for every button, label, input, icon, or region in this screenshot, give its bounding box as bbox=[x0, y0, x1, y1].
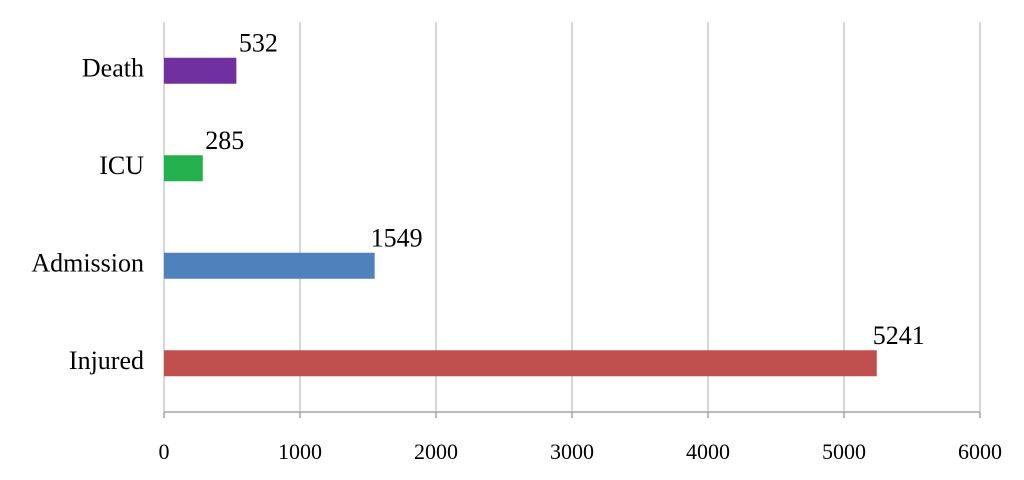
y-tick-label: Admission bbox=[31, 249, 144, 278]
bar bbox=[164, 155, 203, 182]
data-label: 1549 bbox=[371, 224, 423, 253]
bar bbox=[164, 57, 237, 84]
x-tick-label: 4000 bbox=[686, 439, 730, 464]
x-tick-label: 1000 bbox=[278, 439, 322, 464]
x-tick-label: 2000 bbox=[414, 439, 458, 464]
x-tick-label: 6000 bbox=[958, 439, 1002, 464]
x-tick-label: 3000 bbox=[550, 439, 594, 464]
y-tick-label: Death bbox=[82, 54, 144, 83]
data-label: 532 bbox=[239, 29, 278, 58]
data-label: 285 bbox=[205, 126, 244, 155]
x-tick-label: 0 bbox=[159, 439, 170, 464]
bar bbox=[164, 252, 375, 279]
y-tick-label: ICU bbox=[99, 151, 144, 180]
x-tick-label: 5000 bbox=[822, 439, 866, 464]
bar bbox=[164, 350, 877, 377]
data-label: 5241 bbox=[873, 321, 925, 350]
y-tick-label: Injured bbox=[69, 346, 144, 375]
